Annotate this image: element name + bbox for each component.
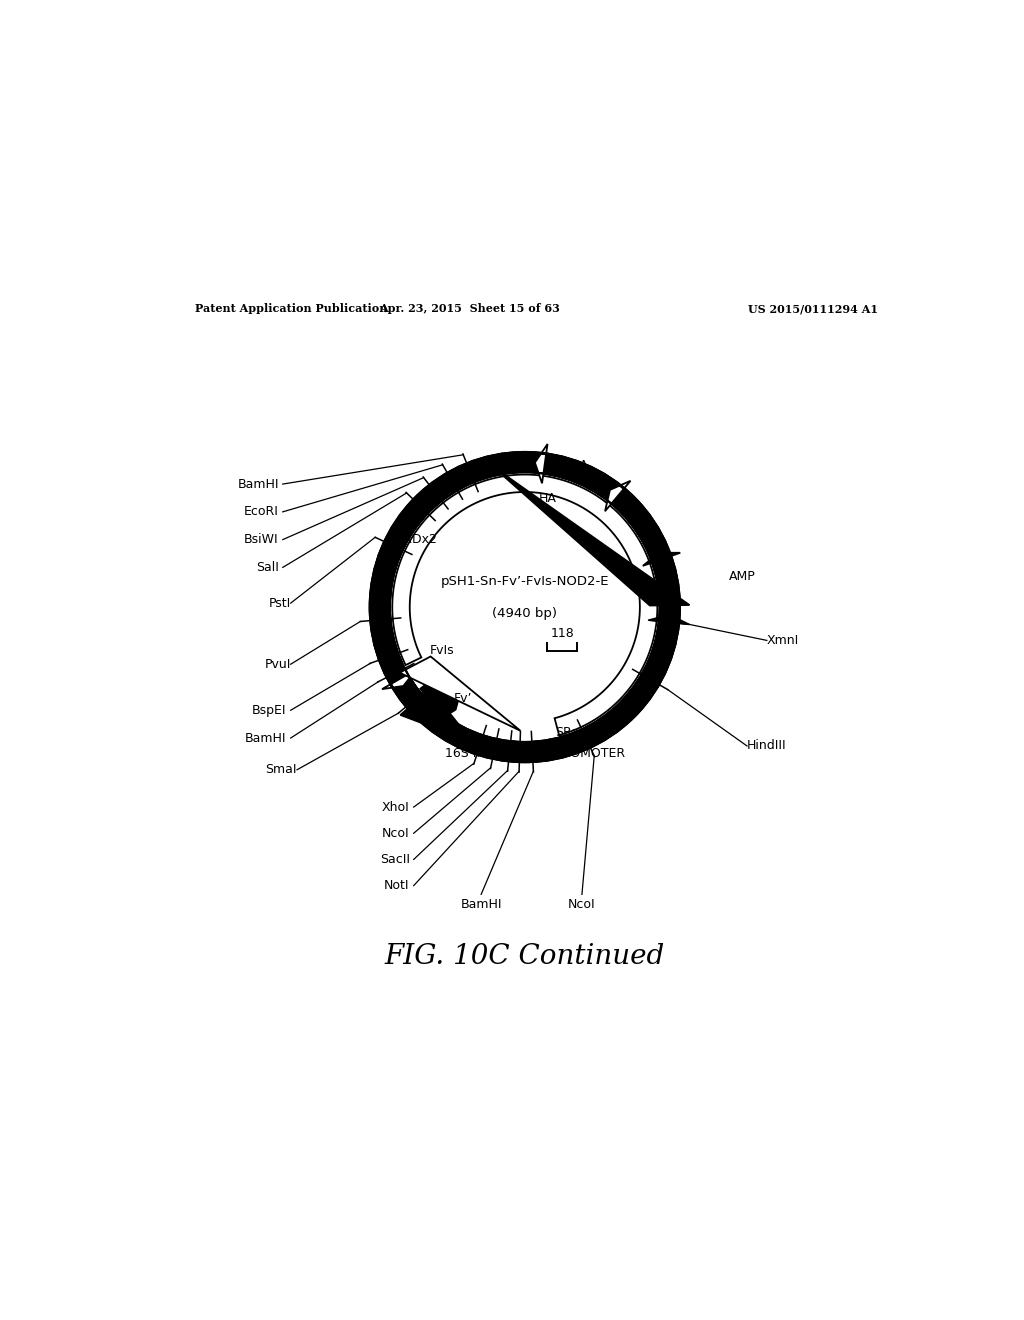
Text: Patent Application Publication: Patent Application Publication xyxy=(196,304,388,314)
Polygon shape xyxy=(493,466,689,606)
Text: SRa: SRa xyxy=(555,726,580,739)
Polygon shape xyxy=(643,553,680,566)
Polygon shape xyxy=(535,444,548,483)
Text: US 2015/0111294 A1: US 2015/0111294 A1 xyxy=(748,304,878,314)
Text: BamHI: BamHI xyxy=(245,731,287,744)
Polygon shape xyxy=(370,470,680,762)
Text: XmnI: XmnI xyxy=(767,634,799,647)
Text: (4940 bp): (4940 bp) xyxy=(493,607,557,620)
Text: BamHI: BamHI xyxy=(461,899,502,911)
Text: Fv’: Fv’ xyxy=(454,692,472,705)
Text: PROMOTER: PROMOTER xyxy=(555,747,626,760)
Text: CARDx2: CARDx2 xyxy=(386,533,437,546)
Text: EcoRI: EcoRI xyxy=(244,506,279,519)
Polygon shape xyxy=(651,622,679,660)
Circle shape xyxy=(370,453,680,762)
Polygon shape xyxy=(652,556,678,589)
Polygon shape xyxy=(544,454,609,494)
Polygon shape xyxy=(400,689,473,742)
Polygon shape xyxy=(370,453,680,717)
Text: FvIs: FvIs xyxy=(430,644,455,657)
Text: 118: 118 xyxy=(550,627,574,640)
Polygon shape xyxy=(421,678,455,713)
Text: NcoI: NcoI xyxy=(568,899,596,911)
Text: PstI: PstI xyxy=(268,597,291,610)
Polygon shape xyxy=(392,475,657,735)
Text: NotI: NotI xyxy=(384,879,410,892)
Text: BsiWI: BsiWI xyxy=(244,533,279,546)
Text: Apr. 23, 2015  Sheet 15 of 63: Apr. 23, 2015 Sheet 15 of 63 xyxy=(379,304,560,314)
Text: NcoI: NcoI xyxy=(382,826,410,840)
Polygon shape xyxy=(399,656,520,731)
Text: HA: HA xyxy=(539,492,557,504)
Text: BspEI: BspEI xyxy=(252,704,287,717)
Polygon shape xyxy=(649,615,688,624)
Text: XhoI: XhoI xyxy=(382,800,410,813)
Text: 16S INTRON: 16S INTRON xyxy=(445,747,522,760)
Polygon shape xyxy=(439,692,461,719)
Text: BamHI: BamHI xyxy=(238,478,279,491)
Polygon shape xyxy=(605,480,631,511)
Text: FIG. 10C Continued: FIG. 10C Continued xyxy=(385,942,665,970)
Polygon shape xyxy=(374,638,408,684)
Text: SmaI: SmaI xyxy=(265,763,297,776)
Text: AMP: AMP xyxy=(729,570,756,583)
Text: SacII: SacII xyxy=(380,853,410,866)
Polygon shape xyxy=(382,669,417,689)
Text: pSH1-Sn-Fv’-FvIs-NOD2-E: pSH1-Sn-Fv’-FvIs-NOD2-E xyxy=(440,576,609,589)
Text: SalI: SalI xyxy=(256,561,279,574)
Text: PvuI: PvuI xyxy=(264,657,291,671)
Text: POLY A: POLY A xyxy=(545,459,588,473)
Polygon shape xyxy=(611,488,665,550)
Text: HindIII: HindIII xyxy=(748,739,786,752)
